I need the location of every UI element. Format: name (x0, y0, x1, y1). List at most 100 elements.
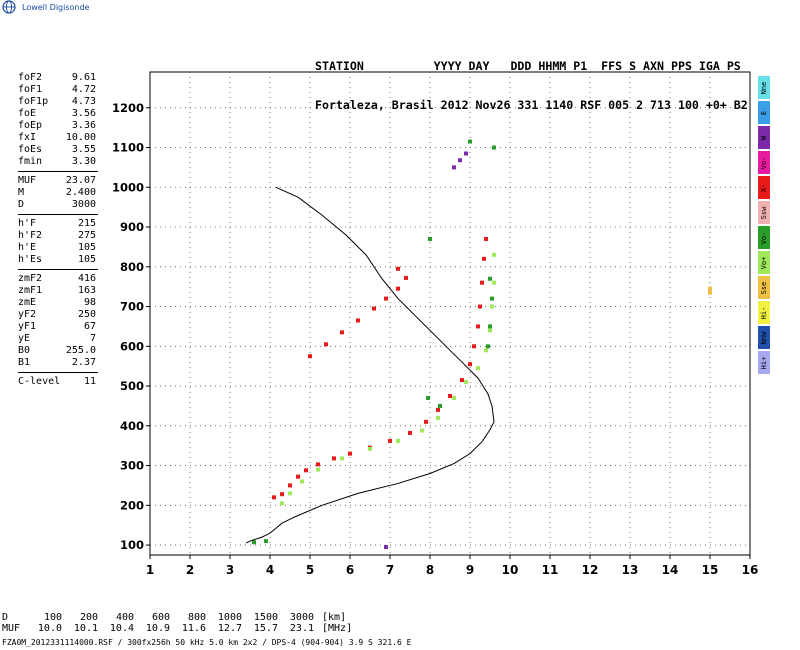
param-row: h'F 215 (0, 218, 143, 230)
echo-point (356, 318, 360, 323)
param-value: 11 (83, 376, 96, 387)
x-tick-label: 8 (426, 563, 434, 577)
param-name: C-level (18, 376, 61, 387)
legend-tab-label: E (760, 110, 768, 115)
x-tick-label: 12 (582, 563, 599, 577)
legend-tab[interactable]: Ssw (758, 201, 770, 224)
param-value: 3000 (71, 199, 96, 210)
x-tick-label: 6 (346, 563, 354, 577)
echo-point (316, 467, 320, 472)
param-value: 105 (77, 254, 96, 265)
param-row: M 2.400 (0, 187, 143, 199)
param-value: 3.36 (71, 120, 96, 131)
echo-point (340, 330, 344, 335)
y-tick-label: 1000 (112, 180, 144, 194)
x-tick-label: 3 (226, 563, 234, 577)
echo-point (436, 407, 440, 412)
echo-point (316, 462, 320, 467)
legend-tab[interactable]: X- (758, 176, 770, 199)
echo-point (492, 280, 496, 285)
echo-point (708, 286, 712, 291)
param-value: 10.00 (65, 132, 96, 143)
param-name: yF2 (18, 309, 37, 320)
param-separator (18, 171, 98, 172)
param-row: B1 2.37 (0, 357, 143, 369)
legend-tab[interactable]: Vo- (758, 226, 770, 249)
legend-tab[interactable]: Nnw (758, 326, 770, 349)
echo-point (252, 540, 256, 545)
density-profile-line (245, 186, 495, 544)
param-name: B1 (18, 357, 31, 368)
param-row: foF1p 4.73 (0, 96, 143, 108)
param-value: 7 (89, 333, 96, 344)
echo-point (436, 415, 440, 420)
echo-point (448, 393, 452, 398)
echo-point (424, 419, 428, 424)
param-row: zmE 98 (0, 297, 143, 309)
echo-point (396, 438, 400, 443)
param-name: M (18, 187, 25, 198)
param-value: 2.400 (65, 187, 96, 198)
distance-row: D 100 200 400 600 800 1000 1500 3000 [km… (2, 612, 352, 623)
param-separator (18, 214, 98, 215)
param-name: zmF2 (18, 273, 43, 284)
param-value: 23.07 (65, 175, 96, 186)
muf-value: 10.9 (145, 623, 170, 634)
x-tick-label: 13 (622, 563, 639, 577)
distance-value: 200 (79, 612, 98, 623)
echo-point (372, 306, 376, 311)
y-tick-label: 1200 (112, 101, 144, 115)
echo-point (452, 395, 456, 400)
echo-point (452, 165, 456, 170)
distance-value: 800 (187, 612, 206, 623)
param-row: B0 255.0 (0, 345, 143, 357)
legend-tab[interactable]: E (758, 101, 770, 124)
echo-point (368, 446, 372, 451)
echo-point (408, 430, 412, 435)
muf-value: 11.6 (181, 623, 206, 634)
echo-point (492, 145, 496, 150)
y-tick-label: 300 (120, 459, 144, 473)
echo-point (280, 492, 284, 497)
legend-tab-label: Nne (760, 81, 768, 94)
legend-tab[interactable]: Hi- (758, 301, 770, 324)
globe-icon (2, 0, 16, 14)
x-tick-label: 7 (386, 563, 394, 577)
param-name: B0 (18, 345, 31, 356)
x-tick-label: 14 (662, 563, 679, 577)
legend-tab[interactable]: W (758, 126, 770, 149)
station-header: STATION YYYY DAY DDD HHMM P1 FFS S AXN P… (315, 34, 748, 125)
distance-unit: [km] (322, 612, 347, 623)
y-tick-label: 800 (120, 260, 144, 274)
scaled-parameters-panel: foF2 9.61 foF1 4.72 foF1p 4.73 foE 3.56 foEp 3.36… (0, 72, 143, 388)
echo-point (492, 252, 496, 257)
echo-point (484, 236, 488, 241)
legend-tab[interactable]: Nne (758, 76, 770, 99)
x-tick-label: 2 (186, 563, 194, 577)
muf-value: 15.7 (253, 623, 278, 634)
echo-point (324, 342, 328, 347)
echo-point (288, 491, 292, 496)
param-name: foEs (18, 144, 43, 155)
param-value: 215 (77, 218, 96, 229)
param-value: 163 (77, 285, 96, 296)
param-row: foEs 3.55 (0, 144, 143, 156)
muf-value: 10.1 (73, 623, 98, 634)
legend-tab[interactable]: Vo- (758, 151, 770, 174)
echo-point (490, 296, 494, 301)
legend-tab-label: X- (760, 183, 768, 192)
legend-tab-label: Vo- (760, 156, 768, 169)
param-name: h'E (18, 242, 37, 253)
legend-tab[interactable]: Sse (758, 276, 770, 299)
x-tick-label: 1 (146, 563, 154, 577)
legend-tab[interactable]: Hi+ (758, 351, 770, 374)
echo-point (296, 474, 300, 479)
param-name: zmE (18, 297, 37, 308)
muf-table: D 100 200 400 600 800 1000 1500 3000 [km… (2, 612, 352, 634)
echo-point (708, 290, 712, 295)
param-row: foE 3.56 (0, 108, 143, 120)
param-row: zmF1 163 (0, 285, 143, 297)
y-tick-label: 400 (120, 419, 144, 433)
legend-tab[interactable]: Vo+ (758, 251, 770, 274)
